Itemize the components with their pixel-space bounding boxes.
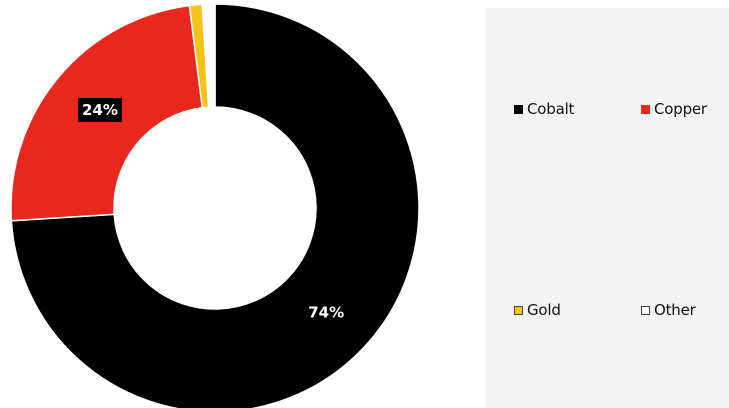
data-label-box-copper <box>78 98 122 122</box>
legend-panel: Cobalt Copper Gold Other <box>485 8 729 408</box>
legend-label-cobalt: Cobalt <box>527 100 575 118</box>
donut-slices <box>10 3 420 408</box>
legend-label-other: Other <box>654 301 696 319</box>
legend-item-gold: Gold <box>514 301 561 319</box>
legend-label-gold: Gold <box>527 301 561 319</box>
slice-other <box>201 3 216 108</box>
data-label-copper: 24% <box>82 101 118 119</box>
legend-label-copper: Copper <box>654 100 707 118</box>
legend-item-cobalt: Cobalt <box>514 100 574 118</box>
legend-swatch-other <box>641 305 650 315</box>
legend-item-copper: Copper <box>641 100 707 118</box>
legend-swatch-gold <box>514 305 523 315</box>
slice-cobalt <box>10 3 420 408</box>
legend-item-other: Other <box>641 301 696 319</box>
data-label-cobalt: 74% <box>308 303 344 321</box>
legend-swatch-copper <box>641 104 650 114</box>
data-labels: 74% 24% <box>78 98 344 321</box>
legend-swatch-cobalt <box>514 104 523 114</box>
